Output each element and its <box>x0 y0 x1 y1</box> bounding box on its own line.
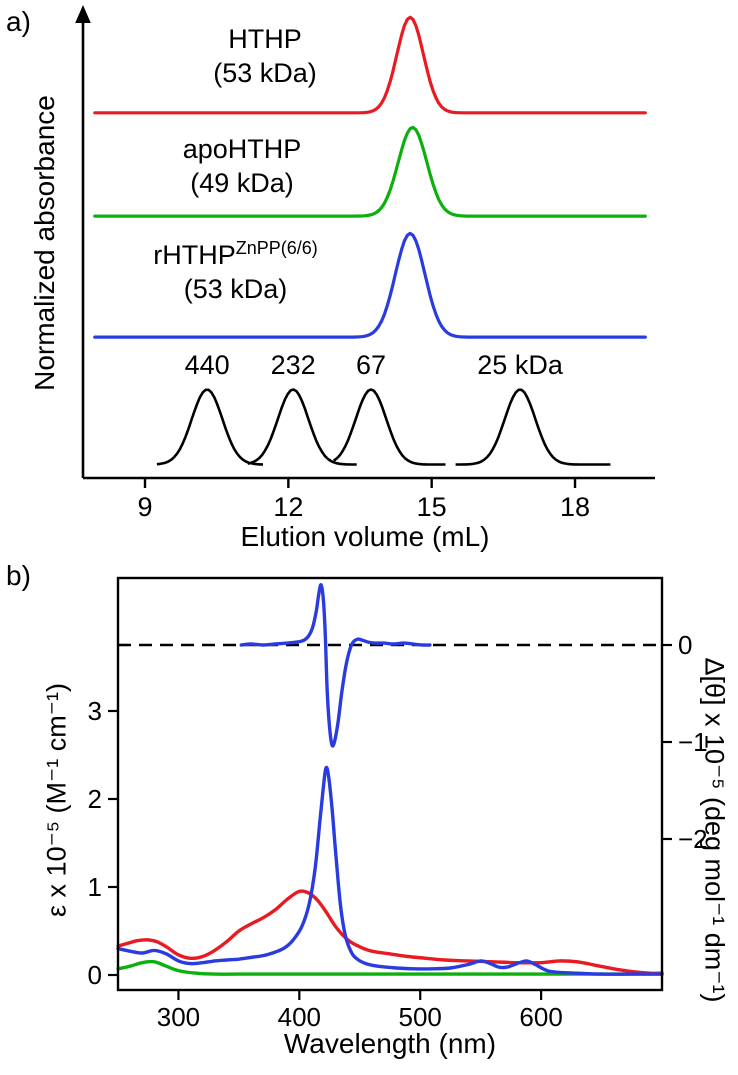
trace-label-rhthp-mass: (53 kDa) <box>183 274 288 304</box>
svg-text:0: 0 <box>678 630 692 660</box>
svg-text:1: 1 <box>88 872 102 902</box>
panel-a-x-axis-title: Elution volume (mL) <box>240 521 490 552</box>
svg-text:−2: −2 <box>678 824 708 854</box>
panel-b-x-axis-title: Wavelength (nm) <box>283 1028 497 1059</box>
svg-text:500: 500 <box>399 1002 442 1032</box>
svg-text:12: 12 <box>273 492 303 522</box>
svg-text:300: 300 <box>157 1002 200 1032</box>
svg-text:600: 600 <box>519 1002 562 1032</box>
svg-text:2: 2 <box>88 784 102 814</box>
trace-label-apohthp-name: apoHTHP <box>182 134 302 164</box>
svg-text:−1: −1 <box>678 727 708 757</box>
trace-label-hthp: HTHP (53 kDa) <box>165 22 365 90</box>
panel-b-right-axis-title: Δ[θ] x 10⁻⁵ (deg mol⁻¹ dm⁻¹) <box>699 657 730 1003</box>
trace-label-rhthp: rHTHPZnPP(6/6) (53 kDa) <box>88 238 383 306</box>
svg-text:25 kDa: 25 kDa <box>477 350 564 380</box>
svg-text:15: 15 <box>417 492 447 522</box>
svg-text:440: 440 <box>185 350 230 380</box>
panel-a-y-axis-title: Normalized absorbance <box>29 95 60 391</box>
svg-text:67: 67 <box>356 350 386 380</box>
panel-b-letter: b) <box>6 560 31 591</box>
svg-text:232: 232 <box>271 350 316 380</box>
svg-text:400: 400 <box>278 1002 321 1032</box>
panel-b-left-axis-title: ε x 10⁻⁵ (M⁻¹ cm⁻¹) <box>41 683 72 917</box>
svg-text:9: 9 <box>137 492 152 522</box>
svg-text:3: 3 <box>88 696 102 726</box>
svg-text:0: 0 <box>88 960 102 990</box>
trace-label-apohthp-mass: (49 kDa) <box>190 168 294 198</box>
trace-label-hthp-name: HTHP <box>228 24 302 54</box>
svg-text:18: 18 <box>560 492 590 522</box>
trace-label-apohthp: apoHTHP (49 kDa) <box>142 132 342 200</box>
trace-label-hthp-mass: (53 kDa) <box>213 58 317 88</box>
trace-label-rhthp-name: rHTHPZnPP(6/6) <box>153 238 318 270</box>
panel-a-letter: a) <box>6 6 31 37</box>
